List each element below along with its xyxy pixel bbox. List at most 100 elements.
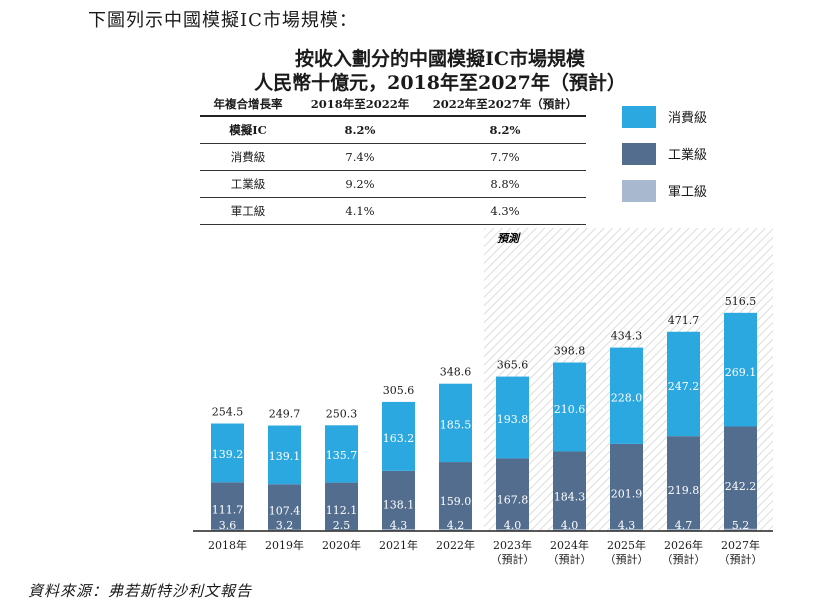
legend-item-consumer: 消費級 [622, 98, 707, 135]
cagr-row-label: 軍工級 [200, 197, 296, 225]
category-label: 2021年 [379, 538, 418, 552]
cagr-value: 8.2% [296, 116, 424, 144]
segment-label: 4.0 [561, 519, 579, 532]
bar-segment [211, 423, 244, 483]
total-label: 348.6 [440, 366, 472, 379]
chart-title: 按收入劃分的中國模擬IC市場規模 [294, 48, 585, 70]
cagr-header-period-1: 2018年至2022年 [296, 93, 424, 117]
segment-label: 112.1 [326, 504, 358, 517]
cagr-header-row: 年複合增長率 2018年至2022年 2022年至2027年（預計） [200, 93, 586, 117]
category-label: 2024年 [550, 538, 589, 552]
legend-label: 軍工級 [668, 185, 708, 200]
bar-segment [724, 528, 757, 531]
legend-label: 消費級 [668, 111, 708, 126]
bar-segment [325, 425, 358, 483]
cagr-value: 7.4% [296, 143, 424, 171]
category-label: 2027年 [721, 538, 760, 552]
category-label: （預計） [548, 552, 592, 566]
segment-label: 247.2 [668, 380, 700, 393]
bar-segment [496, 458, 529, 530]
category-label: 2022年 [436, 538, 475, 552]
category-label: （預計） [605, 552, 649, 566]
bar-segment [496, 376, 529, 459]
segment-label: 184.3 [554, 491, 586, 504]
category-label: （預計） [662, 552, 706, 566]
bar-segment [268, 425, 301, 485]
total-label: 254.5 [212, 405, 244, 418]
bar-segment [211, 482, 244, 530]
bar-segment [667, 331, 700, 437]
cagr-table: 年複合增長率 2018年至2022年 2022年至2027年（預計） 模擬IC … [200, 93, 586, 225]
cagr-row-industrial: 工業級 9.2% 8.8% [200, 170, 586, 198]
total-label: 249.7 [269, 408, 301, 421]
category-label: （預計） [491, 552, 535, 566]
segment-label: 193.8 [497, 413, 529, 426]
bar-segment [724, 426, 757, 529]
cagr-value: 9.2% [296, 170, 424, 198]
cagr-header-metric: 年複合增長率 [200, 93, 296, 117]
total-label: 365.6 [497, 359, 529, 372]
bar-segment [610, 529, 643, 531]
source-note: 資料來源：弗若斯特沙利文報告 [28, 582, 253, 600]
chart-subtitle: 人民幣十億元，2018年至2027年（預計） [254, 72, 626, 94]
category-label: 2025年 [607, 538, 646, 552]
cagr-value: 8.2% [424, 116, 586, 144]
segment-label: 4.2 [447, 519, 465, 532]
segment-label: 3.2 [276, 519, 294, 532]
segment-label: 4.7 [675, 519, 693, 532]
segment-label: 139.1 [269, 450, 301, 463]
segment-label: 4.0 [504, 519, 522, 532]
segment-label: 111.7 [212, 504, 244, 517]
bar-segment [382, 401, 415, 471]
segment-label: 269.1 [725, 366, 757, 379]
category-label: （預計） [719, 552, 763, 566]
legend-swatch [622, 179, 656, 202]
total-label: 398.8 [554, 345, 586, 358]
legend-swatch [622, 142, 656, 165]
total-label: 305.6 [383, 384, 415, 397]
segment-label: 139.2 [212, 448, 244, 461]
cagr-row-consumer: 消費級 7.4% 7.7% [200, 143, 586, 171]
segment-label: 5.2 [732, 519, 750, 532]
segment-label: 135.7 [326, 449, 358, 462]
segment-label: 242.2 [725, 480, 757, 493]
cagr-row-label: 消費級 [200, 143, 296, 171]
bar-segment [325, 482, 358, 530]
bar-segment [439, 529, 472, 531]
bar-segment [496, 529, 529, 531]
category-label: 2019年 [265, 538, 304, 552]
cagr-value: 4.1% [296, 197, 424, 225]
segment-label: 228.0 [611, 392, 643, 405]
cagr-value: 4.3% [424, 197, 586, 225]
segment-label: 138.1 [383, 499, 415, 512]
legend-item-military: 軍工級 [622, 172, 707, 209]
bar-segment [610, 347, 643, 444]
category-label: 2026年 [664, 538, 703, 552]
bar-segment [553, 362, 586, 452]
segment-label: 107.4 [269, 505, 301, 518]
cagr-row-label: 工業級 [200, 170, 296, 198]
category-label: 2018年 [208, 538, 247, 552]
category-label: 2023年 [493, 538, 532, 552]
segment-label: 219.8 [668, 484, 700, 497]
bar-segment [382, 529, 415, 531]
segment-label: 163.2 [383, 432, 415, 445]
legend-item-industrial: 工業級 [622, 135, 707, 172]
legend-label: 工業級 [668, 148, 708, 163]
segment-label: 4.3 [390, 519, 408, 532]
cagr-header-period-2: 2022年至2027年（預計） [424, 93, 586, 117]
bar-segment [382, 470, 415, 530]
bar-segment [724, 312, 757, 427]
segment-label: 3.6 [219, 519, 237, 532]
bar-segment [268, 484, 301, 530]
bar-segment [667, 529, 700, 531]
bar-segment [610, 443, 643, 530]
chart-legend: 消費級 工業級 軍工級 [622, 98, 707, 209]
segment-label: 4.3 [618, 519, 636, 532]
cagr-value: 7.7% [424, 143, 586, 171]
bar-segment [553, 451, 586, 530]
segment-label: 210.6 [554, 403, 586, 416]
bar-segment [439, 462, 472, 530]
total-label: 250.3 [326, 407, 358, 420]
